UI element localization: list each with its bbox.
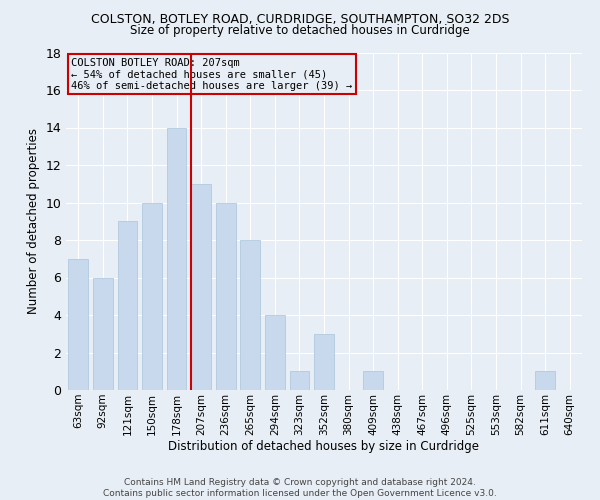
Bar	[314, 334, 334, 390]
Text: Contains HM Land Registry data © Crown copyright and database right 2024.
Contai: Contains HM Land Registry data © Crown c…	[103, 478, 497, 498]
Bar	[364, 371, 383, 390]
Bar	[93, 278, 113, 390]
Bar	[118, 221, 137, 390]
Bar	[535, 371, 555, 390]
Text: COLSTON, BOTLEY ROAD, CURDRIDGE, SOUTHAMPTON, SO32 2DS: COLSTON, BOTLEY ROAD, CURDRIDGE, SOUTHAM…	[91, 12, 509, 26]
Bar	[216, 202, 236, 390]
Text: COLSTON BOTLEY ROAD: 207sqm
← 54% of detached houses are smaller (45)
46% of sem: COLSTON BOTLEY ROAD: 207sqm ← 54% of det…	[71, 58, 352, 91]
Bar	[167, 128, 187, 390]
Bar	[241, 240, 260, 390]
Bar	[191, 184, 211, 390]
Y-axis label: Number of detached properties: Number of detached properties	[27, 128, 40, 314]
X-axis label: Distribution of detached houses by size in Curdridge: Distribution of detached houses by size …	[169, 440, 479, 454]
Bar	[142, 202, 162, 390]
Bar	[68, 259, 88, 390]
Bar	[290, 371, 309, 390]
Bar	[265, 315, 284, 390]
Text: Size of property relative to detached houses in Curdridge: Size of property relative to detached ho…	[130, 24, 470, 37]
